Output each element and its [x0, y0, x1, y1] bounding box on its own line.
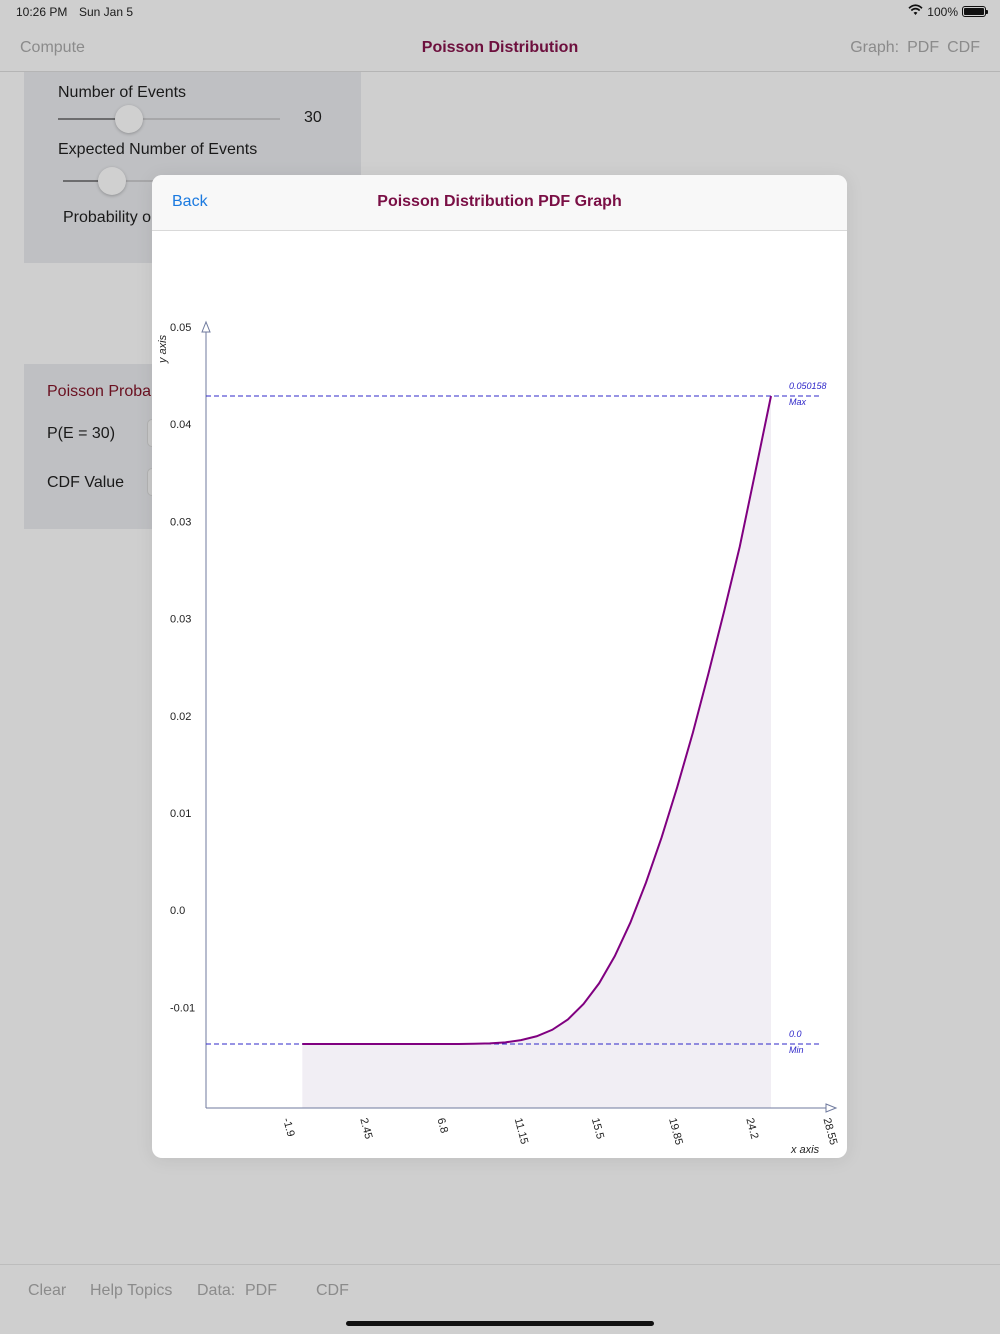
x-tick-label: -1.9: [280, 1117, 297, 1138]
max-tag: Max: [789, 397, 807, 407]
help-topics-button[interactable]: Help Topics: [90, 1282, 173, 1299]
status-time: 10:26 PM: [16, 5, 68, 19]
pdf-chart: 0.050158 Max 0.0 Min 0.05 0.04 0.03 0.03 0.02 0.0…: [157, 320, 840, 1156]
cdf-result-label: CDF Value: [47, 474, 125, 491]
data-pdf-button[interactable]: PDF: [245, 1282, 277, 1299]
graph-cdf-button[interactable]: CDF: [947, 39, 980, 56]
x-tick-label: 2.45: [357, 1117, 374, 1141]
x-tick-label: 6.8: [435, 1117, 451, 1135]
y-tick-label: 0.02: [170, 711, 191, 723]
modal-title: Poisson Distribution PDF Graph: [377, 193, 622, 210]
bottom-toolbar: Clear Help Topics Data: PDF CDF: [0, 1264, 1000, 1334]
x-tick-label: 28.55: [821, 1117, 840, 1147]
data-label: Data:: [197, 1282, 236, 1299]
y-tick-label: 0.04: [170, 419, 191, 431]
pdf-curve: [302, 395, 772, 1045]
graph-pdf-button[interactable]: PDF: [907, 39, 940, 56]
y-tick-label: 0.03: [170, 614, 191, 626]
y-axis-arrow: [201, 320, 211, 333]
y-tick-label: 0.05: [170, 322, 191, 334]
y-axis-title: y axis: [157, 334, 169, 364]
events-slider-fill: [58, 118, 130, 120]
wifi-icon: [908, 4, 923, 19]
x-tick-label: 11.15: [512, 1117, 531, 1146]
home-indicator: [346, 1321, 654, 1326]
probability-label: Probability o: [63, 209, 152, 226]
y-tick-label: 0.03: [170, 516, 191, 528]
compute-button[interactable]: Compute: [20, 39, 85, 56]
y-tick-label: 0.01: [170, 808, 191, 820]
back-button[interactable]: Back: [172, 193, 208, 210]
graph-selector: Graph: PDF CDF: [850, 39, 980, 57]
min-tag: Min: [789, 1045, 804, 1055]
x-axis-title: x axis: [790, 1144, 820, 1156]
page-title: Poisson Distribution: [421, 39, 579, 56]
expected-label: Expected Number of Events: [58, 141, 258, 158]
graph-modal: Back Poisson Distribution PDF Graph 0.05…: [152, 175, 847, 1158]
clear-button[interactable]: Clear: [28, 1282, 67, 1299]
x-tick-label: 19.85: [666, 1117, 685, 1147]
y-tick-label: 0.0: [170, 905, 185, 917]
expected-slider-thumb[interactable]: [97, 167, 126, 195]
max-value-label: 0.050158: [789, 381, 827, 391]
events-slider-thumb[interactable]: [115, 105, 144, 133]
x-tick-label: 24.2: [743, 1117, 760, 1141]
battery-percent: 100%: [927, 4, 958, 19]
events-value: 30: [304, 109, 322, 126]
modal-header: Back Poisson Distribution PDF Graph: [152, 175, 847, 231]
status-date: Sun Jan 5: [79, 5, 134, 19]
x-tick-label: 15.5: [589, 1117, 606, 1141]
x-axis-arrow: [825, 1103, 838, 1113]
battery-icon: [962, 6, 988, 17]
results-title: Poisson Proba: [47, 383, 152, 400]
min-value-label: 0.0: [789, 1029, 802, 1039]
events-slider[interactable]: [58, 118, 280, 120]
navigation-bar: Compute Poisson Distribution Graph: PDF …: [0, 24, 1000, 72]
data-cdf-button[interactable]: CDF: [316, 1282, 349, 1299]
area-fill: [302, 396, 771, 1108]
y-tick-label: -0.01: [170, 1002, 195, 1014]
status-bar: 10:26 PM Sun Jan 5 100%: [0, 0, 1000, 24]
expected-slider-fill: [63, 180, 112, 182]
events-label: Number of Events: [58, 84, 187, 101]
graph-label: Graph:: [850, 39, 900, 56]
probability-result-label: P(E = 30): [47, 425, 116, 442]
status-indicators: 100%: [908, 4, 988, 19]
